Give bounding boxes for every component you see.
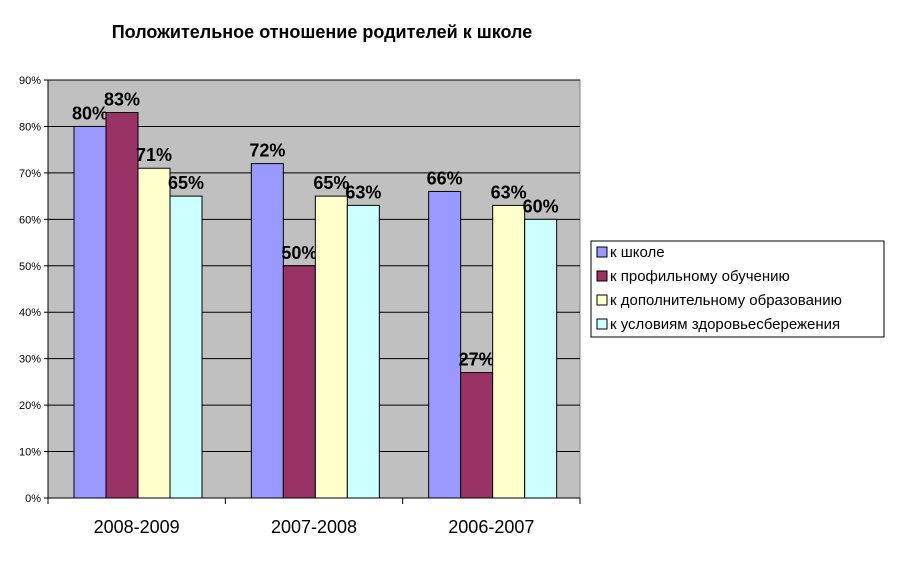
y-tick-label: 50% bbox=[19, 261, 41, 273]
bar bbox=[314, 195, 348, 499]
y-tick-label: 0% bbox=[25, 493, 41, 505]
y-tick-label: 60% bbox=[19, 214, 41, 226]
legend-entry: к дополнительному образованию bbox=[610, 292, 842, 309]
data-label: 50% bbox=[281, 243, 317, 263]
legend-entry: к школе bbox=[610, 244, 665, 261]
data-label: 80% bbox=[72, 103, 108, 123]
legend-swatch bbox=[596, 246, 608, 258]
legend-swatch bbox=[596, 270, 608, 282]
y-tick-label: 70% bbox=[19, 168, 41, 180]
y-tick-label: 30% bbox=[19, 354, 41, 366]
chart-title: Положительное отношение родителей к школ… bbox=[112, 22, 533, 42]
bar bbox=[492, 204, 526, 499]
data-label: 72% bbox=[249, 141, 285, 161]
x-tick-label: 2008-2009 bbox=[94, 517, 180, 537]
legend-entry: к профильному обучению bbox=[610, 268, 790, 285]
legend-swatch bbox=[596, 318, 608, 330]
data-label: 63% bbox=[345, 182, 381, 202]
bar bbox=[346, 204, 380, 499]
y-tick-label: 20% bbox=[19, 400, 41, 412]
bar bbox=[105, 112, 139, 499]
data-label: 65% bbox=[313, 173, 349, 193]
legend-box bbox=[590, 240, 885, 338]
legend: к школе к профильному обучению к дополните… bbox=[590, 240, 885, 338]
y-tick-label: 80% bbox=[19, 121, 41, 133]
data-label: 71% bbox=[136, 145, 172, 165]
data-label: 63% bbox=[491, 182, 527, 202]
bar bbox=[428, 190, 462, 499]
legend-entry: к условиям здоровьесбережения bbox=[610, 316, 840, 333]
plot-area: 0%10%20%30%40%50%60%70%80%90%80%83%71%65… bbox=[19, 75, 581, 537]
data-label: 27% bbox=[459, 350, 495, 370]
bar bbox=[524, 218, 558, 499]
bar bbox=[460, 372, 494, 499]
y-tick-label: 10% bbox=[19, 447, 41, 459]
x-tick-label: 2007-2008 bbox=[271, 517, 357, 537]
bar bbox=[137, 167, 171, 499]
data-label: 65% bbox=[168, 173, 204, 193]
y-tick-label: 40% bbox=[19, 307, 41, 319]
bar bbox=[169, 195, 203, 499]
data-label: 60% bbox=[523, 196, 559, 216]
y-tick-label: 90% bbox=[19, 75, 41, 87]
legend-swatch bbox=[596, 294, 608, 306]
bar bbox=[73, 125, 107, 499]
data-label: 83% bbox=[104, 90, 140, 110]
bar bbox=[250, 163, 284, 499]
x-tick-label: 2006-2007 bbox=[448, 517, 534, 537]
data-label: 66% bbox=[427, 168, 463, 188]
bar bbox=[282, 265, 316, 499]
